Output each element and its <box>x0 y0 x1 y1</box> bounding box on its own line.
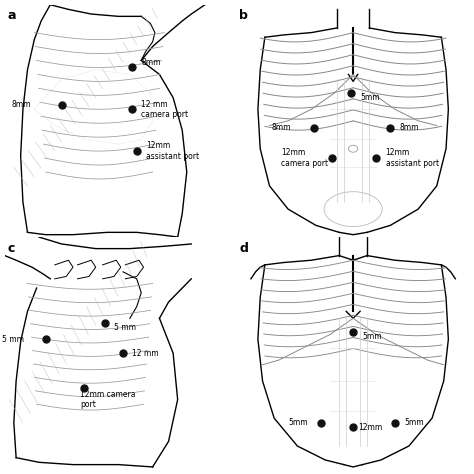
Text: 5mm: 5mm <box>363 332 382 341</box>
Text: 5mm: 5mm <box>360 93 380 102</box>
Text: 12mm
assistant port: 12mm assistant port <box>146 141 199 161</box>
Text: 12mm
camera port: 12mm camera port <box>281 148 328 168</box>
Text: 8mm: 8mm <box>272 123 292 132</box>
Text: 5mm: 5mm <box>288 419 308 427</box>
Text: 5 mm: 5 mm <box>114 323 136 332</box>
Text: 8mm: 8mm <box>11 100 31 109</box>
Text: b: b <box>239 9 248 22</box>
Text: c: c <box>7 242 14 255</box>
Text: 8mm: 8mm <box>141 58 161 67</box>
Text: 12mm: 12mm <box>358 423 382 432</box>
Text: 12 mm: 12 mm <box>132 349 159 357</box>
Text: a: a <box>7 9 16 22</box>
Text: 12 mm
camera port: 12 mm camera port <box>141 100 188 119</box>
Text: 12mm camera
port: 12mm camera port <box>80 390 135 409</box>
Text: 5 mm: 5 mm <box>2 335 25 344</box>
Text: 8mm: 8mm <box>400 123 419 132</box>
Text: 12mm
assistant port: 12mm assistant port <box>386 148 439 168</box>
Text: 5mm: 5mm <box>404 419 424 427</box>
Text: d: d <box>239 242 248 255</box>
